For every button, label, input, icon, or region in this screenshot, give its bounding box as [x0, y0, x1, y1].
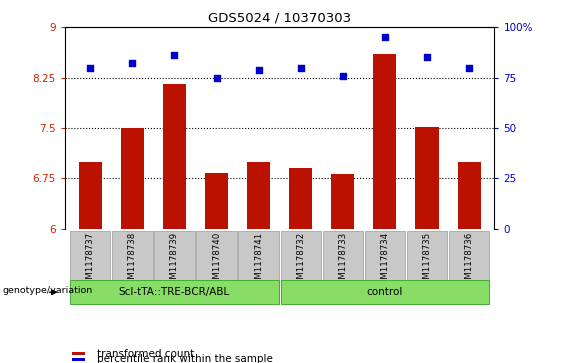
FancyBboxPatch shape: [407, 231, 447, 280]
Bar: [289, 168, 312, 229]
Text: GSM1178738: GSM1178738: [128, 232, 137, 290]
Text: GSM1178740: GSM1178740: [212, 232, 221, 290]
Text: GSM1178734: GSM1178734: [380, 232, 389, 290]
Point: [296, 65, 305, 70]
Point: [464, 65, 473, 70]
FancyBboxPatch shape: [280, 231, 321, 280]
Bar: [163, 84, 186, 229]
FancyBboxPatch shape: [238, 231, 279, 280]
FancyBboxPatch shape: [449, 231, 489, 280]
FancyBboxPatch shape: [154, 231, 194, 280]
Text: GSM1178737: GSM1178737: [86, 232, 95, 290]
Text: transformed count: transformed count: [97, 348, 194, 359]
FancyBboxPatch shape: [280, 280, 489, 305]
Title: GDS5024 / 10370303: GDS5024 / 10370303: [208, 12, 351, 25]
Bar: [72, 358, 85, 361]
Text: genotype/variation: genotype/variation: [3, 286, 93, 295]
Text: GSM1178739: GSM1178739: [170, 232, 179, 290]
Point: [212, 75, 221, 81]
FancyBboxPatch shape: [70, 280, 279, 305]
Bar: [205, 173, 228, 229]
Text: GSM1178732: GSM1178732: [296, 232, 305, 290]
Point: [380, 34, 389, 40]
FancyBboxPatch shape: [196, 231, 237, 280]
Bar: [247, 162, 270, 229]
FancyBboxPatch shape: [323, 231, 363, 280]
Bar: [331, 174, 354, 229]
Bar: [121, 128, 144, 229]
Text: percentile rank within the sample: percentile rank within the sample: [97, 354, 272, 363]
Point: [254, 67, 263, 73]
Bar: [373, 54, 397, 229]
Text: GSM1178733: GSM1178733: [338, 232, 347, 290]
Text: GSM1178741: GSM1178741: [254, 232, 263, 290]
Bar: [79, 162, 102, 229]
Point: [86, 65, 95, 70]
Point: [170, 53, 179, 58]
Bar: [415, 127, 438, 229]
Bar: [72, 352, 85, 355]
FancyBboxPatch shape: [70, 231, 110, 280]
Text: GSM1178736: GSM1178736: [464, 232, 473, 290]
FancyBboxPatch shape: [112, 231, 153, 280]
FancyBboxPatch shape: [365, 231, 405, 280]
Text: control: control: [367, 287, 403, 297]
Point: [423, 54, 432, 60]
Text: GSM1178735: GSM1178735: [423, 232, 432, 290]
Point: [338, 73, 347, 78]
Point: [128, 61, 137, 66]
Text: ScI-tTA::TRE-BCR/ABL: ScI-tTA::TRE-BCR/ABL: [119, 287, 230, 297]
Bar: [458, 162, 481, 229]
